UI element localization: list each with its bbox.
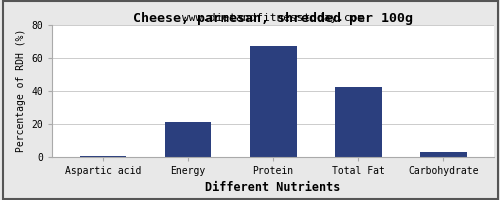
Bar — [420, 152, 467, 157]
Text: www.dietandfitnesstoday.com: www.dietandfitnesstoday.com — [182, 13, 364, 23]
Bar — [250, 46, 296, 157]
X-axis label: Different Nutrients: Different Nutrients — [206, 181, 341, 194]
Bar — [164, 122, 212, 157]
Title: Cheese, parmesan, shredded per 100g: Cheese, parmesan, shredded per 100g — [133, 12, 413, 25]
Y-axis label: Percentage of RDH (%): Percentage of RDH (%) — [16, 29, 26, 152]
Bar — [80, 156, 126, 157]
Bar — [335, 87, 382, 157]
